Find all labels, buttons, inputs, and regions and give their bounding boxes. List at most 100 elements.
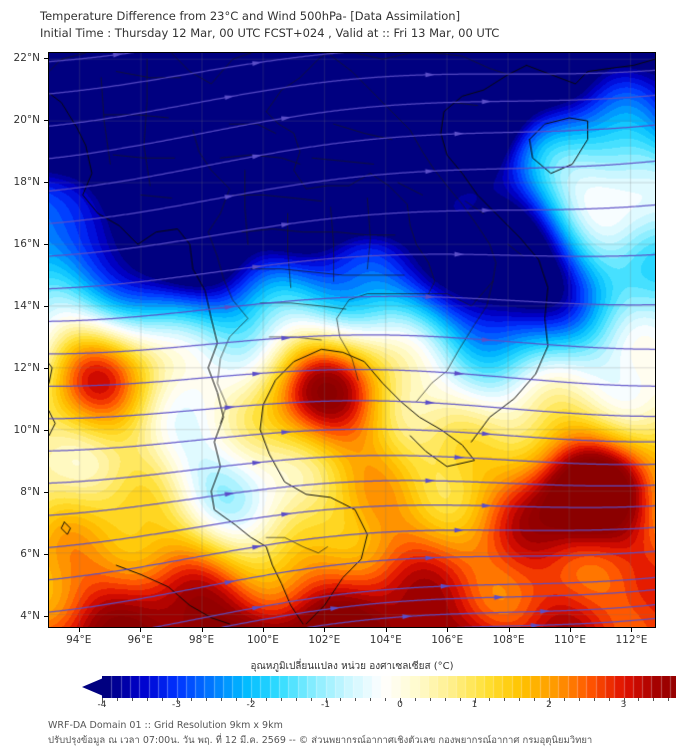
colorbar-minor-tick (414, 698, 416, 701)
colorbar-minor-tick (385, 698, 387, 701)
y-axis-tick (44, 429, 48, 431)
x-axis-tick (140, 628, 142, 632)
colorbar-minor-tick (578, 698, 580, 701)
colorbar-minor-tick (444, 698, 446, 701)
colorbar-minor-tick (549, 698, 550, 703)
x-axis-tick (570, 628, 572, 632)
colorbar-minor-tick (534, 698, 536, 701)
y-axis-tick (44, 182, 48, 184)
x-axis-tick-label: 94°E (66, 634, 92, 646)
y-axis-tick (44, 615, 48, 617)
chart-title-line-1: Temperature Difference from 23°C and Win… (40, 9, 461, 23)
colorbar-label: อุณหภูมิเปลี่ยนแปลง หน่วย องศาเซลเซียส (… (250, 661, 454, 672)
colorbar-minor-tick (131, 698, 133, 701)
colorbar-gradient (102, 676, 676, 698)
chart-title-line-2: Initial Time : Thursday 12 Mar, 00 UTC F… (40, 26, 500, 40)
y-axis-tick (44, 305, 48, 307)
x-axis-tick-label: 96°E (127, 634, 153, 646)
colorbar-minor-tick (638, 698, 640, 701)
x-axis-tick-label: 104°E (369, 634, 402, 646)
y-axis-tick (44, 491, 48, 493)
colorbar-tick-label: -4 (97, 700, 107, 710)
colorbar-tick-label: 3 (620, 700, 627, 710)
colorbar-minor-tick (653, 698, 655, 701)
colorbar-minor-tick (310, 698, 312, 701)
colorbar-minor-tick (489, 698, 491, 701)
temperature-field-canvas (49, 53, 655, 627)
colorbar-minor-tick (102, 698, 103, 703)
colorbar-tick-label: 1 (471, 700, 478, 710)
colorbar-minor-tick (236, 698, 238, 701)
colorbar-minor-tick (251, 698, 252, 703)
colorbar-minor-tick (400, 698, 401, 703)
y-axis-tick-label: 12°N (13, 361, 40, 374)
y-axis-tick-label: 4°N (20, 609, 40, 622)
x-axis-tick-label: 102°E (308, 634, 341, 646)
y-axis-tick-label: 6°N (20, 547, 40, 560)
y-axis-tick-label: 16°N (13, 238, 40, 250)
x-axis-tick-label: 112°E (615, 634, 648, 646)
x-axis-tick-label: 108°E (492, 634, 525, 646)
colorbar-tick-label: -3 (172, 700, 181, 710)
footer-line-1: WRF-DA Domain 01 :: Grid Resolution 9km … (48, 720, 283, 731)
y-axis-tick (44, 367, 48, 369)
colorbar-tick-label: -2 (246, 700, 256, 710)
map-plot-area[interactable] (48, 52, 656, 628)
colorbar-minor-tick (176, 698, 178, 703)
colorbar-tick-label: 0 (397, 700, 403, 710)
colorbar-minor-tick (504, 698, 506, 701)
colorbar-minor-tick (608, 698, 610, 701)
colorbar-minor-tick (340, 698, 342, 701)
x-axis-tick (78, 628, 80, 632)
y-axis-tick (44, 120, 48, 122)
x-axis-tick-label: 106°E (431, 634, 464, 646)
y-axis-tick-label: 14°N (13, 299, 40, 312)
colorbar-minor-tick (191, 698, 193, 701)
colorbar-minor-tick (519, 698, 521, 701)
colorbar-minor-tick (563, 698, 565, 701)
x-axis-tick (447, 628, 449, 632)
x-axis-tick (631, 628, 633, 632)
y-axis-tick-label: 8°N (20, 485, 40, 498)
x-axis-tick-label: 110°E (554, 634, 586, 646)
footer-line-2: ปรับปรุงข้อมูล ณ เวลา 07:00น. วัน พฤ. ที… (48, 735, 593, 746)
colorbar-minor-tick (146, 698, 148, 701)
x-axis-tick (262, 628, 264, 632)
y-axis-tick (44, 58, 48, 60)
colorbar-minor-tick (221, 698, 223, 701)
footer-block: WRF-DA Domain 01 :: Grid Resolution 9km … (48, 718, 668, 748)
x-axis-tick (385, 628, 387, 632)
colorbar-minor-tick (593, 698, 595, 701)
colorbar-minor-tick (623, 698, 625, 703)
colorbar-minor-tick (370, 698, 372, 701)
colorbar-canvas (102, 676, 676, 698)
colorbar-minor-tick (459, 698, 461, 701)
colorbar-tick-label: -1 (321, 700, 330, 710)
colorbar-minor-tick (206, 698, 208, 701)
y-axis-tick (44, 244, 48, 245)
colorbar-extend-low-arrow (82, 676, 108, 698)
colorbar-minor-tick (474, 698, 476, 703)
x-axis-tick-label: 98°E (188, 634, 215, 646)
x-axis-tick (324, 628, 326, 632)
y-axis-tick-label: 20°N (13, 114, 40, 127)
chart-title-block: Temperature Difference from 23°C and Win… (40, 8, 640, 42)
x-axis-tick (508, 628, 510, 632)
colorbar-minor-tick (116, 698, 118, 701)
colorbar-minor-tick (355, 698, 357, 701)
colorbar[interactable]: -4-3-2-101234 (48, 676, 676, 710)
y-axis-tick-label: 10°N (13, 423, 40, 436)
colorbar-minor-tick (325, 698, 327, 703)
x-axis-tick (201, 628, 203, 632)
x-axis-tick-label: 100°E (246, 634, 279, 646)
colorbar-minor-tick (668, 698, 670, 701)
colorbar-minor-tick (429, 698, 431, 701)
colorbar-minor-tick (161, 698, 163, 701)
y-axis-tick-label: 18°N (13, 176, 40, 189)
y-axis-tick (44, 553, 48, 555)
colorbar-tick-label: 2 (546, 700, 552, 710)
y-axis-tick-label: 22°N (13, 52, 40, 65)
colorbar-minor-tick (295, 698, 297, 701)
colorbar-minor-tick (280, 698, 282, 701)
colorbar-minor-tick (265, 698, 267, 701)
